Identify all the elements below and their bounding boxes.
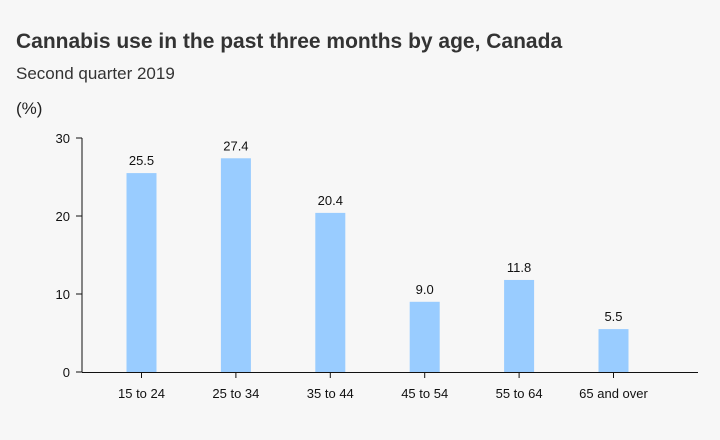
x-tick-label-55-to-64: 55 to 64	[496, 386, 543, 401]
bar-25-to-34	[220, 158, 251, 372]
bar-35-to-44	[315, 212, 346, 372]
bar-65-and-over	[598, 329, 629, 372]
data-label-15-to-24: 25.5	[129, 153, 154, 168]
data-label-65-and-over: 5.5	[604, 309, 622, 324]
x-tick-label-65-and-over: 65 and over	[579, 386, 648, 401]
y-axis-unit-label: (%)	[16, 99, 43, 118]
y-tick-label-30: 30	[56, 131, 70, 146]
x-tick-label-25-to-34: 25 to 34	[212, 386, 259, 401]
data-label-35-to-44: 20.4	[318, 193, 343, 208]
bars-layer: 25.5 27.4 20.4 9.0 11.8 5.5	[126, 138, 629, 372]
bar-15-to-24	[126, 173, 157, 372]
y-tick-label-10: 10	[56, 287, 70, 302]
chart-title: Cannabis use in the past three months by…	[16, 30, 563, 53]
x-tick-label-45-to-54: 45 to 54	[401, 386, 448, 401]
chart-subtitle: Second quarter 2019	[16, 64, 175, 83]
axes-layer: 15 to 24 25 to 34 35 to 44 45 to 54 55 to 64…	[56, 131, 698, 401]
y-tick-label-0: 0	[63, 365, 70, 380]
data-label-55-to-64: 11.8	[507, 260, 531, 275]
bar-45-to-54	[409, 301, 440, 372]
bar-55-to-64	[504, 279, 535, 372]
data-label-25-to-34: 27.4	[223, 138, 248, 153]
y-tick-label-20: 20	[56, 209, 70, 224]
x-tick-label-15-to-24: 15 to 24	[118, 386, 165, 401]
x-tick-label-35-to-44: 35 to 44	[307, 386, 354, 401]
data-label-45-to-54: 9.0	[416, 282, 434, 297]
